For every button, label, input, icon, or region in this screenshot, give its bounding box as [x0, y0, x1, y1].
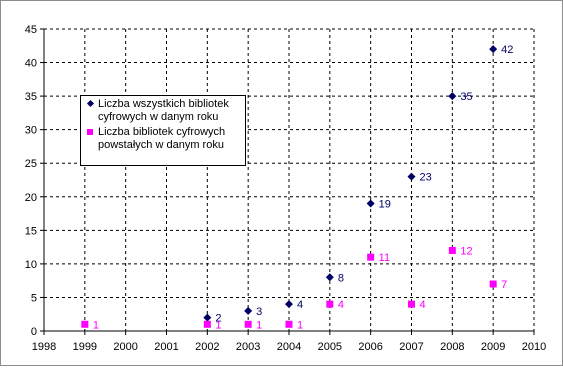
x-tick-label: 1998: [32, 341, 56, 353]
grid-lines: [44, 28, 535, 331]
legend-label-total: Liczba wszystkich bibliotek cyfrowych w …: [98, 98, 229, 124]
data-label-new: 11: [379, 252, 390, 264]
x-tick-label: 1999: [73, 341, 97, 353]
data-label-total: 42: [501, 44, 513, 56]
y-tick-label: 45: [25, 24, 37, 36]
x-tick-label: 2004: [277, 341, 301, 353]
diamond-marker-icon: [85, 98, 95, 108]
x-tick-label: 2009: [481, 341, 505, 353]
data-label-total: 3: [256, 306, 262, 318]
legend-label-total-line-1: Liczba wszystkich bibliotek: [98, 98, 229, 110]
data-point-total: [244, 306, 253, 315]
y-tick-label: 10: [25, 259, 37, 271]
legend-item-new: Liczba bibliotek cyfrowych powstałych w …: [85, 126, 241, 152]
y-tick-label: 5: [31, 292, 37, 304]
y-tick-label: 25: [25, 158, 37, 170]
data-point-new: [326, 300, 334, 308]
x-tick-label: 2001: [154, 341, 178, 353]
legend-label-new-line-1: Liczba bibliotek cyfrowych: [98, 126, 226, 138]
data-point-total: [285, 300, 293, 309]
y-tick-label: 40: [25, 58, 37, 70]
legend: Liczba wszystkich bibliotek cyfrowych w …: [80, 95, 246, 166]
data-point-new: [489, 280, 497, 288]
legend-label-new-line-2: powstałych w danym roku: [98, 139, 224, 151]
data-point-total: [325, 273, 334, 282]
square-marker-icon: [85, 126, 95, 135]
data-points: [81, 45, 498, 328]
data-point-new: [408, 300, 415, 308]
tick-labels: 0 5 10 15 20 25 30 35 40 45 1998 1999 2000 2001 2002 20…: [25, 24, 546, 353]
y-tick-label: 0: [31, 326, 37, 338]
x-tick-label: 2010: [522, 341, 546, 353]
data-label-new: 4: [338, 299, 344, 311]
data-point-total: [448, 92, 457, 101]
x-tick-label: 2002: [195, 341, 219, 353]
axes: [40, 28, 535, 335]
y-tick-label: 35: [25, 91, 37, 103]
legend-item-total: Liczba wszystkich bibliotek cyfrowych w …: [85, 98, 241, 124]
x-tick-label: 2003: [236, 341, 260, 353]
data-label-new: 7: [501, 279, 507, 291]
data-point-new: [448, 246, 456, 254]
data-label-total: 4: [297, 299, 303, 311]
data-point-total: [366, 199, 375, 208]
data-point-new: [285, 320, 293, 328]
y-tick-label: 15: [25, 225, 37, 237]
data-label-new: 4: [420, 299, 426, 311]
data-point-new: [81, 320, 89, 328]
data-point-new: [203, 320, 211, 328]
data-label-total: 35: [460, 91, 472, 103]
y-tick-label: 30: [25, 125, 37, 137]
data-label-new: 1: [93, 319, 99, 331]
data-point-new: [244, 320, 252, 328]
x-tick-label: 2006: [358, 341, 382, 353]
data-label-total: 19: [379, 198, 391, 210]
y-tick-label: 20: [25, 192, 37, 204]
data-label-new: 1: [215, 319, 221, 331]
data-label-new: 12: [460, 245, 472, 257]
data-label-total: 23: [420, 172, 432, 184]
data-label-total: 2: [215, 313, 221, 325]
data-point-total: [203, 313, 212, 322]
data-label-total: 8: [338, 272, 344, 284]
x-tick-label: 2007: [399, 341, 423, 353]
legend-label-total-line-2: cyfrowych w danym roku: [98, 111, 219, 123]
legend-label-new: Liczba bibliotek cyfrowych powstałych w …: [98, 126, 225, 152]
x-tick-label: 2000: [113, 341, 137, 353]
data-point-new: [367, 253, 375, 261]
x-tick-label: 2005: [318, 341, 342, 353]
data-label-new: 1: [256, 319, 262, 331]
data-point-total: [489, 45, 498, 54]
data-label-new: 1: [297, 319, 303, 331]
x-tick-label: 2008: [440, 341, 464, 353]
data-point-total: [407, 172, 416, 181]
